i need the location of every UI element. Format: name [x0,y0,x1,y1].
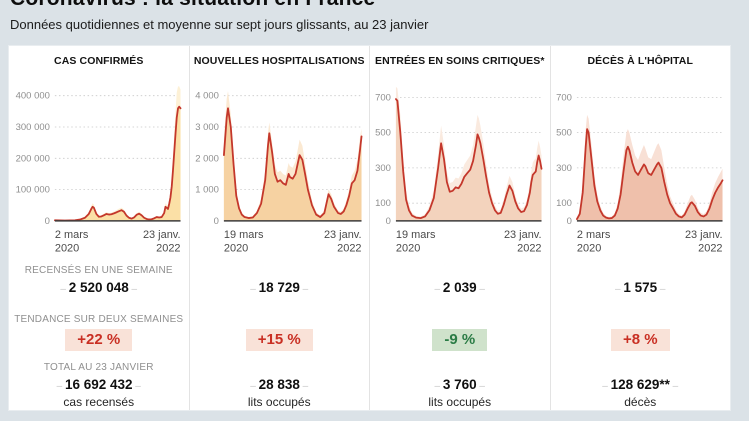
stats-deces-hopital: 1 575 +8 % 128 629** décès [551,265,731,410]
page-title: Coronavirus : la situation en France [10,0,749,11]
chart-cas-confirmes: 0 100 000 200 000 300 000 400 000 2 mars 2020 2… [9,69,189,259]
weekly-value: 1 575 [551,280,731,298]
svg-text:0: 0 [45,216,50,227]
total-unit: lits occupés [247,395,311,409]
svg-text:4 000: 4 000 [195,91,219,102]
trend-label [190,314,370,327]
svg-text:2022: 2022 [156,243,180,255]
total-unit: lits occupés [428,395,492,409]
trend-badge: +8 % [610,329,670,351]
trend-label [551,314,731,327]
total-value: 16 692 432 [9,377,189,395]
svg-text:2022: 2022 [517,243,541,255]
trend-row: +22 % [9,329,189,353]
total-value: 28 838 [190,377,370,395]
panel-title: NOUVELLES HOSPITALISATIONS [193,55,365,67]
panel-title: CAS CONFIRMÉS [54,55,144,67]
chart-nouvelles-hospitalisations: 0 1 000 2 000 3 000 4 000 19 mars 2020 23 janv.… [190,69,370,259]
svg-text:23 janv.: 23 janv. [143,229,181,241]
svg-text:2022: 2022 [698,243,722,255]
svg-text:19 mars: 19 mars [396,229,436,241]
total-value: 3 760 [370,377,550,395]
title-clip: Coronavirus : la situation en France [10,0,749,11]
svg-text:2020: 2020 [396,243,420,255]
svg-text:1 000: 1 000 [195,185,219,196]
svg-text:400 000: 400 000 [16,91,50,102]
panel-deces-hopital: DÉCÈS À L'HÔPITAL 0 100 300 500 700 2 mars 202… [551,46,731,410]
panel-nouvelles-hospitalisations: NOUVELLES HOSPITALISATIONS 0 1 000 2 000 3 … [190,46,370,410]
svg-text:0: 0 [213,216,218,227]
svg-text:23 janv.: 23 janv. [504,229,542,241]
svg-text:0: 0 [386,216,391,227]
weekly-value: 2 520 048 [9,280,189,298]
stats-soins-critiques: 2 039 -9 % 3 760 lits occupés [370,265,550,410]
trend-badge: -9 % [432,329,488,351]
panels-card: CAS CONFIRMÉS 0 100 000 200 000 300 000 400 … [8,45,731,411]
svg-text:500: 500 [375,128,391,139]
stats-cas-confirmes: RECENSÉS EN UNE SEMAINE 2 520 048 TENDAN… [9,265,189,410]
panel-title: ENTRÉES EN SOINS CRITIQUES* [374,55,545,67]
weekly-value: 18 729 [190,280,370,298]
panel-soins-critiques: ENTRÉES EN SOINS CRITIQUES* 0 100 300 500 70… [370,46,551,410]
svg-text:300 000: 300 000 [16,122,50,133]
total-label [190,362,370,375]
trend-label [370,314,550,327]
weekly-label [190,265,370,278]
svg-text:100: 100 [556,198,572,209]
svg-text:2020: 2020 [55,243,79,255]
total-value: 128 629** [551,377,731,395]
panel-cas-confirmes: CAS CONFIRMÉS 0 100 000 200 000 300 000 400 … [9,46,190,410]
svg-text:3 000: 3 000 [195,122,219,133]
chart-soins-critiques: 0 100 300 500 700 19 mars 2020 23 janv. 2022 [370,69,550,259]
svg-text:300: 300 [375,163,391,174]
trend-badge: +22 % [65,329,133,351]
total-label: TOTAL AU 23 JANVIER [43,362,154,373]
svg-text:500: 500 [556,128,572,139]
panel-title: DÉCÈS À L'HÔPITAL [587,55,693,67]
weekly-value: 2 039 [370,280,550,298]
svg-text:2020: 2020 [223,243,247,255]
svg-text:23 janv.: 23 janv. [684,229,722,241]
svg-text:2 000: 2 000 [195,153,219,164]
weekly-label [551,265,731,278]
page-subtitle: Données quotidiennes et moyenne sur sept… [10,17,429,32]
svg-text:2020: 2020 [576,243,600,255]
svg-text:200 000: 200 000 [16,153,50,164]
total-label [551,362,731,375]
svg-text:2 mars: 2 mars [576,229,610,241]
svg-text:2022: 2022 [337,243,361,255]
svg-text:300: 300 [556,163,572,174]
weekly-label [370,265,550,278]
svg-text:2 mars: 2 mars [55,229,89,241]
trend-label: TENDANCE SUR DEUX SEMAINES [14,314,184,325]
weekly-label: RECENSÉS EN UNE SEMAINE [24,265,173,276]
svg-text:700: 700 [375,92,391,103]
svg-text:700: 700 [556,92,572,103]
total-unit: décès [624,395,657,409]
trend-row: +15 % [190,329,370,353]
trend-row: +8 % [551,329,731,353]
svg-text:19 mars: 19 mars [223,229,263,241]
trend-badge: +15 % [245,329,313,351]
chart-deces-hopital: 0 100 300 500 700 2 mars 2020 23 janv. 2022 [551,69,731,259]
trend-row: -9 % [370,329,550,353]
total-label [370,362,550,375]
svg-text:100: 100 [375,198,391,209]
stats-nouvelles-hospitalisations: 18 729 +15 % 28 838 lits occupés [190,265,370,410]
header: Coronavirus : la situation en France Don… [0,0,749,32]
total-unit: cas recensés [63,395,135,409]
svg-text:0: 0 [566,216,571,227]
svg-text:100 000: 100 000 [16,185,50,196]
svg-text:23 janv.: 23 janv. [323,229,361,241]
